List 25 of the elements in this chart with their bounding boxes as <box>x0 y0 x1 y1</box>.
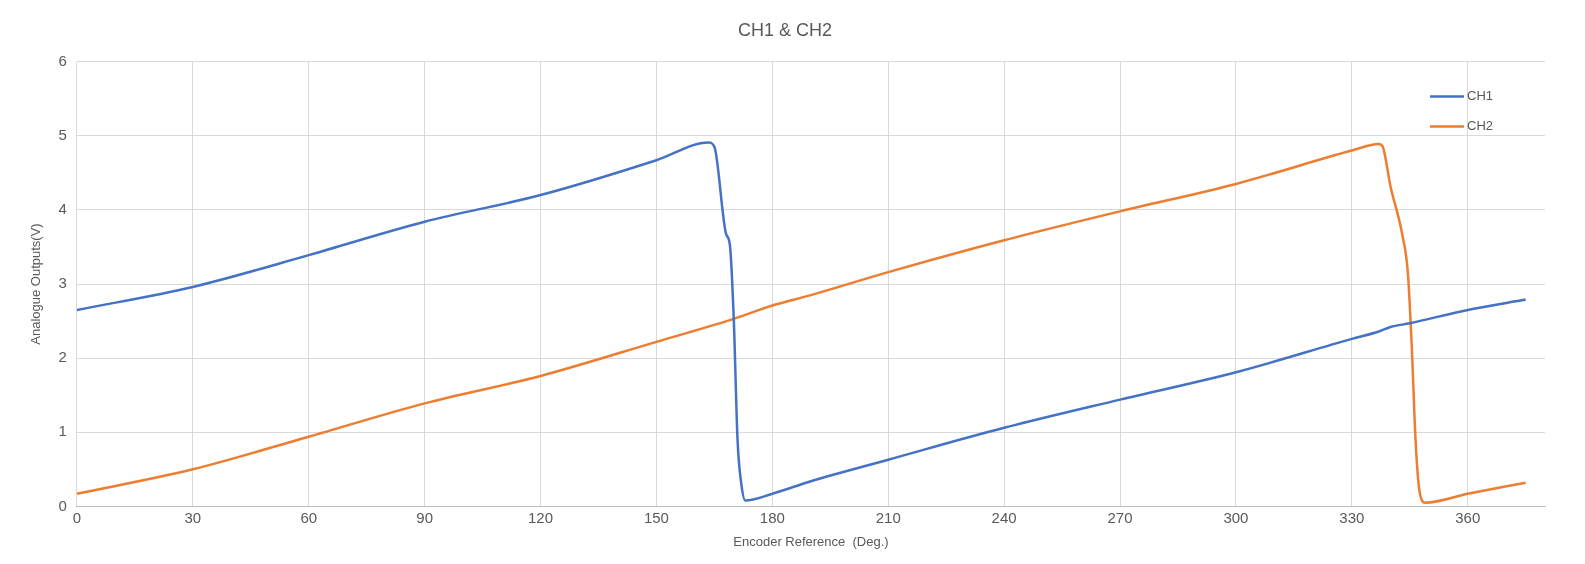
x-tick-label: 180 <box>759 508 785 526</box>
y-tick-label: 2 <box>58 348 67 366</box>
x-tick-label: 0 <box>72 508 82 526</box>
chart-title: CH1 & CH2 <box>737 19 833 40</box>
x-tick-label: 270 <box>1107 508 1133 526</box>
x-tick-label: 330 <box>1339 508 1365 526</box>
y-tick-label: 4 <box>58 200 67 218</box>
x-tick-label: 240 <box>991 508 1017 526</box>
x-tick-label: 150 <box>643 508 669 526</box>
legend-label: CH2 <box>1467 118 1494 134</box>
x-tick-label: 300 <box>1223 508 1249 526</box>
x-tick-label: 120 <box>528 508 554 526</box>
x-tick-label: 30 <box>184 508 202 526</box>
x-tick-label: 360 <box>1455 508 1481 526</box>
x-tick-label: 210 <box>875 508 901 526</box>
x-tick-label: 60 <box>300 508 318 526</box>
x-tick-label: 90 <box>416 508 433 526</box>
x-axis-title: Encoder Reference (Deg.) <box>733 533 889 549</box>
y-tick-label: 0 <box>58 496 67 514</box>
y-tick-label: 6 <box>58 51 67 69</box>
y-tick-label: 3 <box>58 274 67 292</box>
y-axis-title: Analogue Outputs(V) <box>28 223 44 345</box>
y-tick-label: 5 <box>58 125 67 143</box>
legend-label: CH1 <box>1467 88 1494 104</box>
y-tick-label: 1 <box>58 422 67 440</box>
